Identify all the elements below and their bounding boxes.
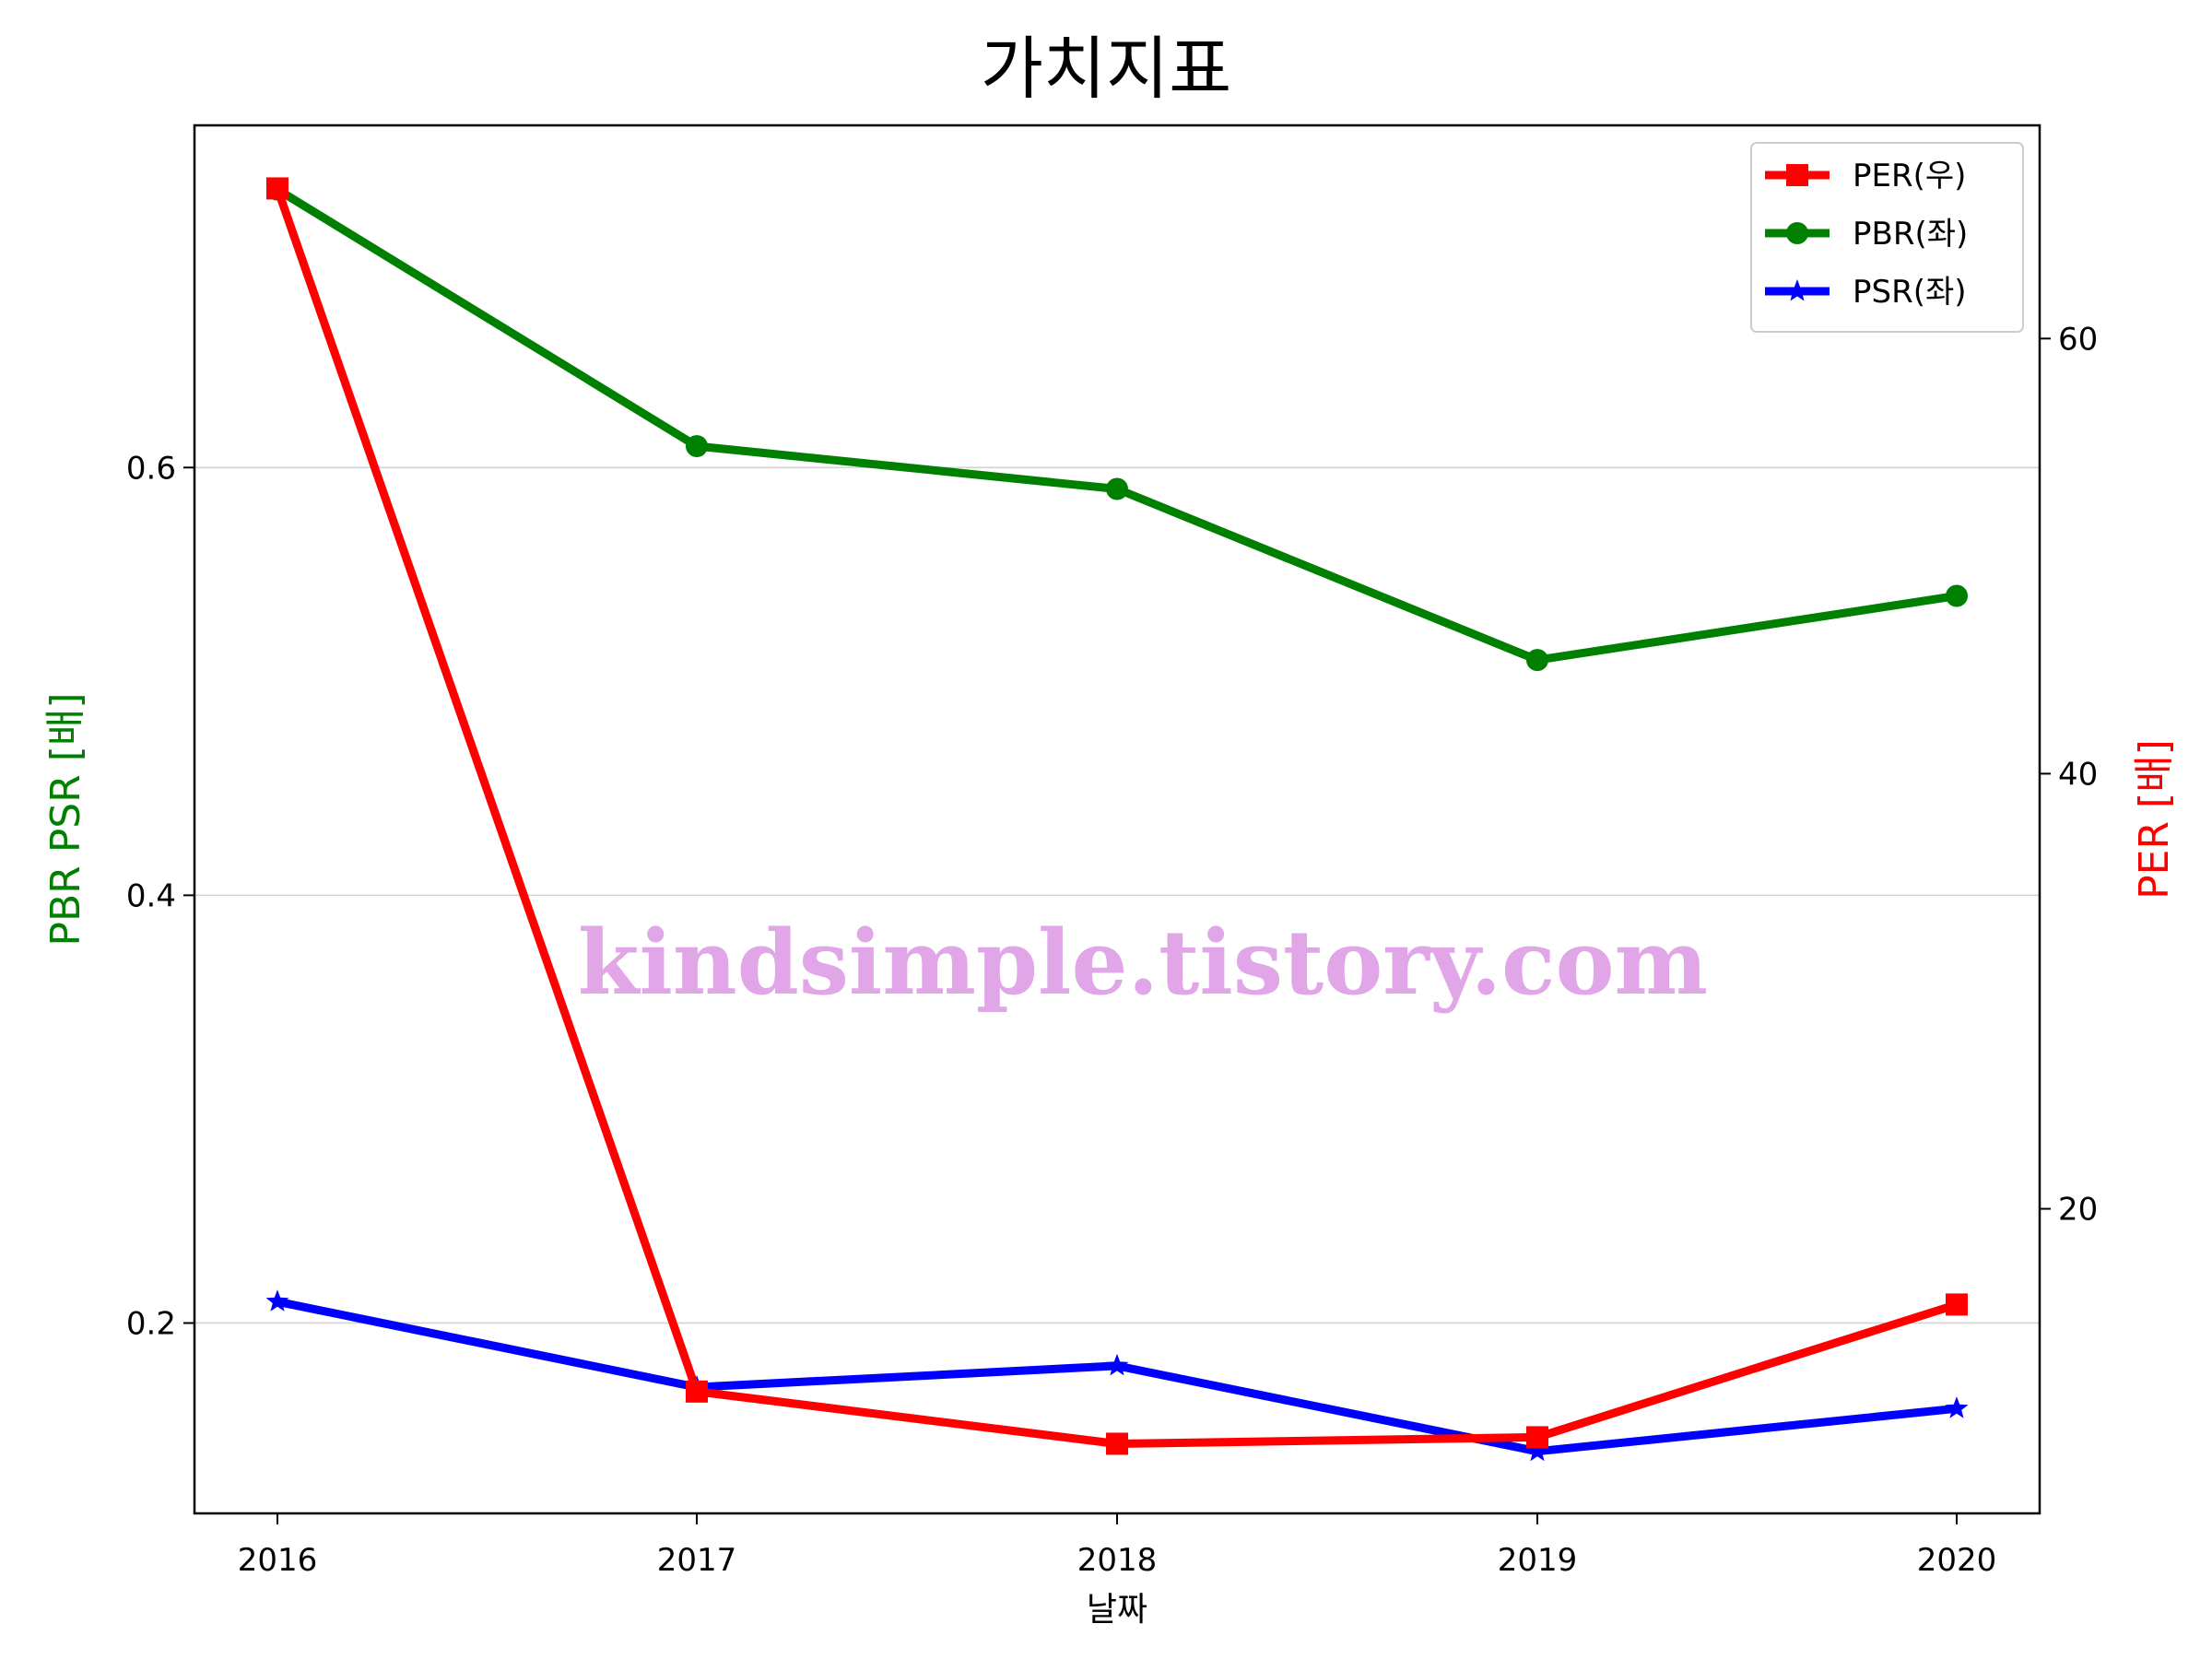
- y-right-tick-label: 20: [2058, 1192, 2098, 1229]
- legend-box: [1750, 142, 2024, 333]
- data-point-pbr: [1946, 584, 1968, 607]
- y-axis-label-right: PER [배]: [2131, 739, 2178, 900]
- grid-layer: [194, 466, 2040, 1324]
- series-per: [266, 177, 1968, 1455]
- chart-title: 가치지표: [981, 29, 1231, 109]
- x-tick-label: 2020: [1917, 1542, 1997, 1579]
- y-axis-label-left: PBR PSR [배]: [42, 692, 89, 946]
- data-point-pbr: [1106, 477, 1128, 500]
- legend-marker-psr: [1785, 279, 1809, 301]
- x-axis-label: 날짜: [1087, 1591, 1147, 1629]
- data-point-per: [1106, 1432, 1128, 1455]
- data-point-pbr: [686, 435, 708, 458]
- watermark-text: kindsimple.tistory.com: [578, 911, 1708, 1015]
- legend-marker-per: [1786, 164, 1808, 186]
- data-point-pbr: [1526, 649, 1548, 672]
- legend-marker-pbr: [1786, 222, 1808, 244]
- watermark-layer: kindsimple.tistory.com: [578, 911, 1708, 1015]
- data-point-per: [266, 177, 288, 200]
- data-point-psr: [1525, 1439, 1549, 1462]
- data-point-psr: [265, 1289, 289, 1312]
- legend-label-per: PER(우): [1853, 158, 1966, 194]
- x-tick-label: 2019: [1498, 1542, 1578, 1579]
- x-tick-label: 2017: [657, 1542, 737, 1579]
- y-left-tick-label: 0.2: [126, 1305, 176, 1342]
- y-right-tick-label: 60: [2058, 321, 2098, 358]
- legend: PER(우) PBR(좌) PSR(좌): [1750, 142, 2024, 333]
- y-left-tick-label: 0.4: [126, 877, 176, 914]
- y-left-tick-label: 0.6: [126, 450, 176, 487]
- x-tick-label: 2018: [1077, 1542, 1158, 1579]
- data-point-psr: [1945, 1396, 1969, 1418]
- x-tick-label: 2016: [238, 1542, 318, 1579]
- y-right-tick-label: 40: [2058, 756, 2098, 793]
- series-layer: [265, 177, 1969, 1462]
- data-point-per: [686, 1380, 708, 1403]
- data-point-psr: [1105, 1353, 1129, 1376]
- data-point-per: [1526, 1426, 1548, 1449]
- data-point-per: [1946, 1293, 1968, 1316]
- axis-layer: 0.2 0.4 0.6 20 40 60 2016 2017 2018 2019 2020: [126, 321, 2098, 1579]
- legend-label-psr: PSR(좌): [1853, 274, 1967, 311]
- legend-label-pbr: PBR(좌): [1853, 216, 1968, 253]
